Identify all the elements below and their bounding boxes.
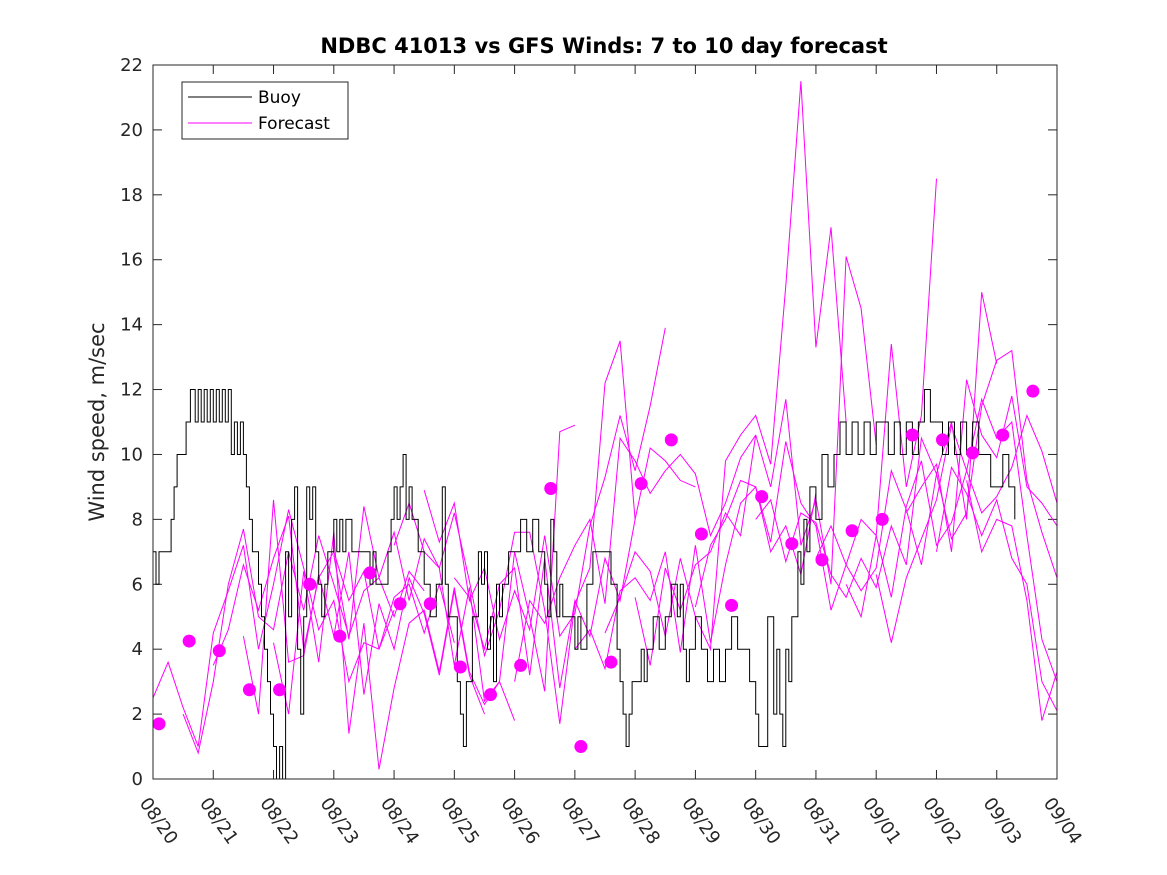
forecast-marker <box>212 644 226 658</box>
forecast-marker <box>303 577 317 591</box>
y-tick-label: 18 <box>120 185 143 206</box>
forecast-line <box>634 256 877 666</box>
forecast-line <box>153 509 395 747</box>
forecast-line <box>845 414 1057 619</box>
forecast-line <box>966 480 1057 721</box>
forecast-marker <box>634 477 648 491</box>
forecast-marker <box>152 717 166 731</box>
y-tick-labels: 0 2 4 6 8 10 12 14 16 18 20 22 <box>120 55 143 790</box>
forecast-marker <box>875 512 889 526</box>
y-tick-label: 0 <box>132 769 143 790</box>
forecast-marker <box>514 658 528 672</box>
legend-forecast-label: Forecast <box>258 114 330 134</box>
buoy-series <box>153 389 1016 779</box>
y-tick-label: 16 <box>120 250 143 271</box>
forecast-marker <box>604 655 618 669</box>
forecast-marker <box>453 660 467 674</box>
forecast-marker <box>966 446 980 460</box>
forecast-line <box>815 349 1057 592</box>
forecast-marker <box>935 433 949 447</box>
y-tick-label: 22 <box>120 55 143 76</box>
forecast-line <box>423 327 666 642</box>
forecast-markers <box>152 384 1040 754</box>
forecast-line <box>514 434 757 682</box>
forecast-marker <box>363 566 377 580</box>
forecast-line <box>574 485 817 671</box>
forecast-marker <box>845 524 859 538</box>
forecast-line <box>453 447 696 689</box>
forecast-line <box>242 499 485 715</box>
forecast-marker <box>905 428 919 442</box>
forecast-marker <box>273 683 287 697</box>
forecast-lines <box>153 81 1057 770</box>
y-tick-label: 14 <box>120 315 143 336</box>
forecast-marker <box>423 597 437 611</box>
forecast-marker <box>694 527 708 541</box>
forecast-line <box>875 397 1057 682</box>
y-axis-label: Wind speed, m/sec <box>85 322 109 521</box>
y-tick-label: 10 <box>120 444 143 465</box>
forecast-marker <box>815 553 829 567</box>
forecast-marker <box>725 598 739 612</box>
forecast-line <box>694 178 937 611</box>
y-tick-label: 6 <box>132 574 143 595</box>
plot-area-border <box>152 64 1058 780</box>
forecast-marker <box>574 740 588 754</box>
forecast-marker <box>755 490 769 504</box>
forecast-marker <box>785 537 799 551</box>
forecast-line <box>936 465 1057 712</box>
y-tick-label: 12 <box>120 380 143 401</box>
forecast-marker <box>242 683 256 697</box>
chart-title: NDBC 41013 vs GFS Winds: 7 to 10 day for… <box>320 34 887 58</box>
forecast-marker <box>1026 384 1040 398</box>
y-tick-label: 2 <box>132 704 143 725</box>
y-tick-label: 8 <box>132 509 143 530</box>
forecast-line <box>604 81 847 652</box>
buoy-line <box>153 389 1016 779</box>
legend-box <box>181 81 349 140</box>
forecast-marker <box>996 428 1010 442</box>
forecast-marker <box>333 629 347 643</box>
forecast-line <box>182 528 425 755</box>
forecast-line <box>905 379 1057 552</box>
forecast-line <box>273 532 516 770</box>
forecast-marker <box>182 634 196 648</box>
legend: Buoy Forecast <box>181 81 349 140</box>
forecast-marker <box>483 688 497 702</box>
forecast-marker <box>664 433 678 447</box>
forecast-marker <box>393 597 407 611</box>
y-tick-label: 4 <box>132 639 143 660</box>
forecast-marker <box>544 482 558 496</box>
y-tick-label: 20 <box>120 120 143 141</box>
forecast-line <box>393 340 636 724</box>
legend-buoy-label: Buoy <box>258 88 301 108</box>
